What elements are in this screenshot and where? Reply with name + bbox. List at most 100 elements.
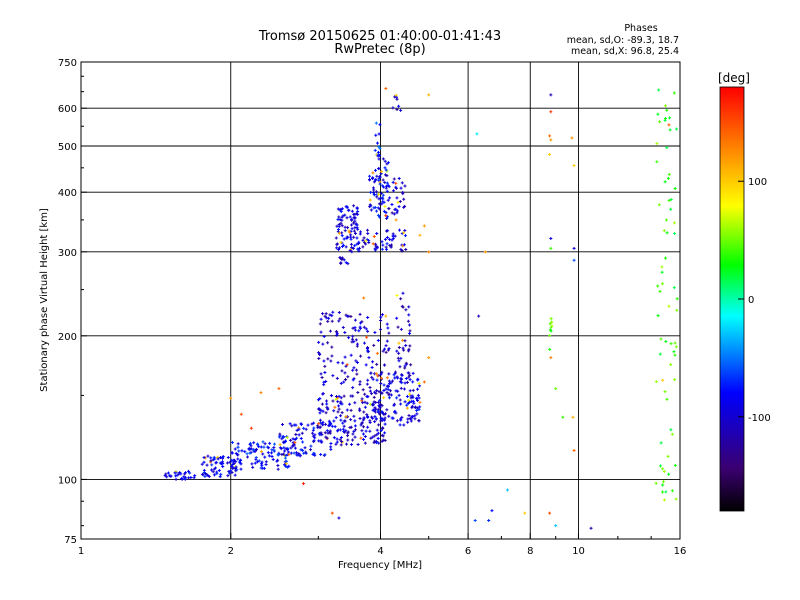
data-point bbox=[403, 234, 407, 238]
data-point bbox=[212, 467, 216, 471]
data-point bbox=[301, 482, 305, 486]
y-axis: 75 100 200 300 400 500 600 750 bbox=[58, 58, 87, 546]
data-point bbox=[313, 453, 317, 457]
data-point bbox=[354, 222, 358, 226]
data-point bbox=[384, 168, 388, 172]
data-point bbox=[337, 407, 341, 411]
data-point bbox=[395, 419, 399, 423]
data-point bbox=[406, 319, 410, 323]
data-point bbox=[403, 228, 407, 232]
data-point bbox=[358, 417, 362, 421]
data-point bbox=[379, 428, 383, 432]
data-point bbox=[284, 447, 288, 451]
data-point bbox=[372, 193, 376, 197]
data-point bbox=[278, 443, 282, 447]
data-point bbox=[394, 207, 398, 211]
data-point bbox=[362, 236, 366, 240]
data-point bbox=[340, 224, 344, 228]
data-point bbox=[387, 414, 391, 418]
data-point bbox=[658, 289, 662, 293]
data-point bbox=[330, 511, 334, 515]
data-point bbox=[319, 317, 323, 321]
data-point bbox=[408, 374, 412, 378]
data-point bbox=[262, 466, 266, 470]
data-point bbox=[192, 476, 196, 480]
data-point bbox=[382, 185, 386, 189]
data-point bbox=[361, 432, 365, 436]
data-point bbox=[214, 461, 218, 465]
data-point bbox=[355, 226, 359, 230]
data-point bbox=[319, 440, 323, 444]
data-point bbox=[342, 380, 346, 384]
colorbar-ticks: 100 0 -100 bbox=[738, 177, 771, 424]
data-point bbox=[375, 245, 379, 249]
data-point bbox=[351, 432, 355, 436]
data-point bbox=[403, 381, 407, 385]
data-point bbox=[330, 394, 334, 398]
data-point bbox=[378, 406, 382, 410]
data-point bbox=[292, 443, 296, 447]
y-tick-label: 600 bbox=[58, 104, 77, 115]
data-point bbox=[351, 368, 355, 372]
data-point bbox=[523, 511, 527, 515]
data-point bbox=[335, 437, 339, 441]
data-point bbox=[405, 403, 409, 407]
data-point bbox=[330, 424, 334, 428]
data-point bbox=[396, 325, 400, 329]
data-point bbox=[398, 200, 402, 204]
data-point bbox=[400, 249, 404, 253]
data-point bbox=[672, 286, 676, 290]
data-point bbox=[403, 204, 407, 208]
data-point bbox=[320, 376, 324, 380]
data-point bbox=[343, 419, 347, 423]
data-point bbox=[668, 128, 672, 132]
data-point bbox=[383, 204, 387, 208]
data-point bbox=[351, 221, 355, 225]
data-point bbox=[371, 186, 375, 190]
data-point bbox=[477, 314, 481, 318]
data-point bbox=[233, 467, 237, 471]
data-point bbox=[655, 160, 659, 164]
data-point bbox=[165, 475, 169, 479]
data-point bbox=[670, 432, 674, 436]
data-point bbox=[403, 339, 407, 343]
data-point bbox=[368, 198, 372, 202]
data-point bbox=[386, 384, 390, 388]
data-point bbox=[352, 212, 356, 216]
data-point bbox=[383, 416, 387, 420]
data-point bbox=[348, 249, 352, 253]
data-point bbox=[408, 389, 412, 393]
data-point bbox=[221, 460, 225, 464]
data-point bbox=[383, 422, 387, 426]
data-point bbox=[339, 401, 343, 405]
data-point bbox=[376, 339, 380, 343]
data-point bbox=[355, 242, 359, 246]
data-point bbox=[334, 397, 338, 401]
data-point bbox=[256, 442, 260, 446]
data-point bbox=[414, 405, 418, 409]
data-point bbox=[336, 410, 340, 414]
data-point bbox=[398, 365, 402, 369]
data-point bbox=[382, 396, 386, 400]
data-point bbox=[356, 227, 360, 231]
data-point bbox=[401, 291, 405, 295]
data-point bbox=[372, 191, 376, 195]
data-point bbox=[373, 420, 377, 424]
data-point bbox=[276, 458, 280, 462]
data-point bbox=[549, 236, 553, 240]
data-point bbox=[297, 427, 301, 431]
data-point bbox=[276, 464, 280, 468]
data-point bbox=[369, 371, 373, 375]
data-point bbox=[377, 178, 381, 182]
data-point bbox=[674, 345, 678, 349]
data-point bbox=[490, 509, 494, 513]
data-point bbox=[665, 397, 669, 401]
data-point bbox=[408, 344, 412, 348]
data-point bbox=[384, 350, 388, 354]
data-point bbox=[294, 423, 298, 427]
data-point bbox=[589, 526, 593, 530]
data-point bbox=[404, 376, 408, 380]
data-point bbox=[665, 108, 669, 112]
data-point bbox=[164, 472, 168, 476]
